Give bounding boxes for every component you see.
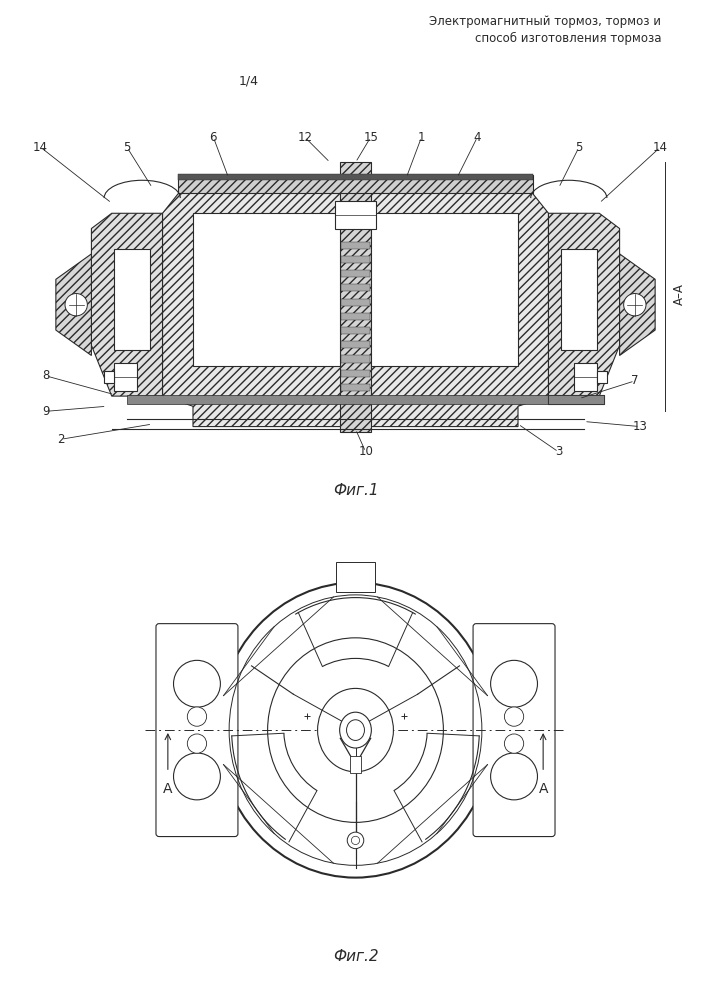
Circle shape bbox=[624, 294, 646, 316]
Polygon shape bbox=[92, 213, 163, 397]
Circle shape bbox=[187, 734, 207, 753]
Bar bbox=[193, 213, 341, 366]
Text: 10: 10 bbox=[358, 446, 373, 459]
Circle shape bbox=[187, 707, 207, 726]
Polygon shape bbox=[163, 178, 548, 427]
Bar bbox=[341, 384, 370, 391]
Text: 2: 2 bbox=[57, 433, 65, 446]
Bar bbox=[341, 299, 370, 306]
Text: 3: 3 bbox=[555, 446, 562, 459]
Bar bbox=[114, 249, 150, 351]
Text: 14: 14 bbox=[653, 141, 668, 154]
Circle shape bbox=[173, 660, 220, 707]
Circle shape bbox=[491, 660, 538, 707]
Circle shape bbox=[351, 836, 360, 844]
Text: А–А: А–А bbox=[673, 284, 686, 306]
Circle shape bbox=[65, 294, 87, 316]
Bar bbox=[341, 370, 370, 377]
Circle shape bbox=[347, 832, 364, 849]
Bar bbox=[127, 395, 584, 404]
FancyBboxPatch shape bbox=[473, 623, 555, 836]
Bar bbox=[548, 395, 604, 404]
Ellipse shape bbox=[318, 688, 393, 772]
Bar bbox=[341, 285, 370, 292]
Circle shape bbox=[491, 753, 538, 800]
Text: Фиг.1: Фиг.1 bbox=[333, 483, 378, 498]
Bar bbox=[548, 395, 604, 404]
Circle shape bbox=[504, 707, 524, 726]
Bar bbox=[178, 174, 533, 180]
Text: 15: 15 bbox=[363, 131, 378, 144]
Polygon shape bbox=[548, 213, 619, 397]
Polygon shape bbox=[56, 254, 92, 356]
Bar bbox=[104, 371, 114, 384]
Polygon shape bbox=[341, 163, 370, 432]
Bar bbox=[341, 342, 370, 349]
Bar bbox=[178, 175, 533, 193]
Bar bbox=[597, 371, 607, 384]
Text: Электромагнитный тормоз, тормоз и
способ изготовления тормоза: Электромагнитный тормоз, тормоз и способ… bbox=[429, 15, 661, 45]
Bar bbox=[341, 313, 370, 320]
Text: А: А bbox=[538, 782, 548, 796]
Bar bbox=[341, 270, 370, 278]
Bar bbox=[561, 249, 597, 351]
Text: 12: 12 bbox=[297, 131, 312, 144]
Text: 14: 14 bbox=[33, 141, 48, 154]
FancyBboxPatch shape bbox=[156, 623, 238, 836]
Bar bbox=[370, 213, 518, 366]
Circle shape bbox=[173, 753, 220, 800]
Text: 5: 5 bbox=[575, 141, 582, 154]
Ellipse shape bbox=[346, 719, 365, 740]
Text: 1: 1 bbox=[418, 131, 425, 144]
Bar bbox=[341, 256, 370, 263]
Text: 13: 13 bbox=[633, 421, 647, 434]
Text: 1/4: 1/4 bbox=[239, 75, 259, 88]
Bar bbox=[341, 242, 370, 249]
Ellipse shape bbox=[218, 582, 493, 877]
Bar bbox=[114, 363, 137, 391]
Polygon shape bbox=[619, 254, 655, 356]
Text: 4: 4 bbox=[474, 131, 481, 144]
Bar bbox=[336, 561, 375, 592]
Bar bbox=[350, 756, 361, 773]
Text: 7: 7 bbox=[631, 375, 638, 388]
Text: 9: 9 bbox=[42, 405, 50, 418]
Bar bbox=[341, 356, 370, 363]
Bar bbox=[335, 201, 376, 229]
Ellipse shape bbox=[340, 712, 371, 748]
Circle shape bbox=[504, 734, 524, 753]
Text: Фиг.2: Фиг.2 bbox=[333, 948, 378, 964]
Bar bbox=[341, 327, 370, 334]
Text: 5: 5 bbox=[123, 141, 131, 154]
Text: 6: 6 bbox=[210, 131, 217, 144]
Text: 8: 8 bbox=[42, 370, 49, 383]
Text: А: А bbox=[163, 782, 173, 796]
Bar bbox=[574, 363, 597, 391]
